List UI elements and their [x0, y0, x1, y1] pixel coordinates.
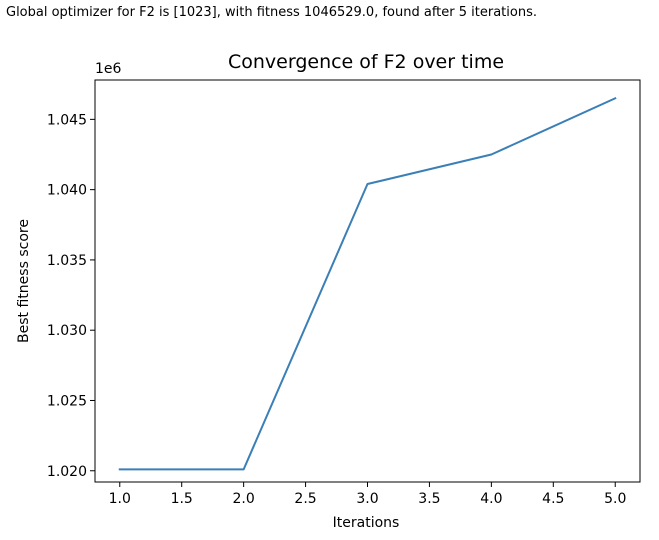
x-tick-label: 3.0 [356, 491, 378, 507]
output-text: Global optimizer for F2 is [1023], with … [6, 5, 537, 20]
x-tick-label: 1.0 [109, 491, 131, 507]
chart-title: Convergence of F2 over time [228, 51, 504, 73]
y-tick-label: 1.045 [47, 112, 87, 128]
x-axis-ticks: 1.0 1.5 2.0 2.5 3.0 3.5 4.0 4.5 5.0 [109, 482, 626, 507]
y-axis-offset-label: 1e6 [95, 61, 122, 77]
y-tick-label: 1.025 [47, 393, 87, 409]
x-tick-label: 2.0 [233, 491, 255, 507]
x-tick-label: 4.0 [480, 491, 502, 507]
x-tick-label: 2.5 [294, 491, 316, 507]
y-tick-label: 1.030 [47, 323, 87, 339]
x-tick-label: 1.5 [171, 491, 193, 507]
y-tick-label: 1.035 [47, 253, 87, 269]
x-axis-label: Iterations [333, 515, 400, 531]
chart-figure: Convergence of F2 over time 1e6 Best fit… [0, 28, 659, 536]
series-line [118, 96, 617, 471]
x-tick-label: 4.5 [542, 491, 564, 507]
y-tick-label: 1.040 [47, 183, 87, 199]
y-axis-label: Best fitness score [16, 219, 32, 343]
series-layer [118, 96, 617, 471]
y-tick-label: 1.020 [47, 464, 87, 480]
x-tick-label: 5.0 [604, 491, 626, 507]
convergence-chart: Convergence of F2 over time 1e6 Best fit… [16, 51, 641, 531]
plot-frame [94, 79, 641, 483]
x-tick-label: 3.5 [418, 491, 440, 507]
y-axis-ticks: 1.020 1.025 1.030 1.035 1.040 1.045 [47, 112, 95, 480]
